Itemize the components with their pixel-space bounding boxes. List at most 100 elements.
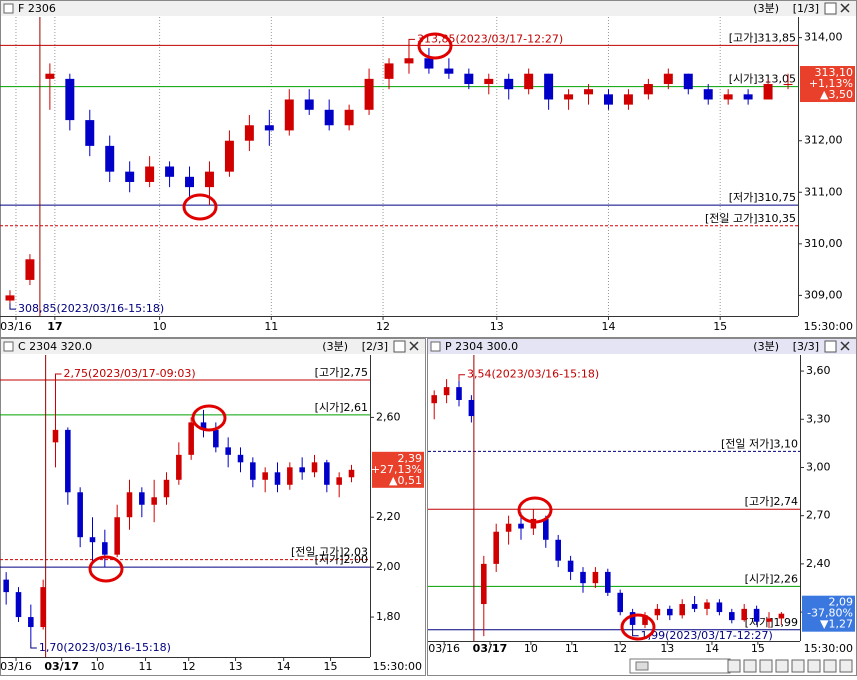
candle-body [364,78,374,110]
x-tick-label: 13 [490,320,504,333]
close-button[interactable] [840,3,850,13]
close-button[interactable] [840,341,850,351]
candle-body [139,492,145,505]
candle-body [642,615,648,625]
y-tick-label: 312,00 [804,134,843,147]
y-tick-label: 3,00 [806,460,831,473]
maximize-button[interactable] [824,2,837,15]
y-tick-label: 2,00 [376,560,401,573]
y-tick-label: 2,20 [376,510,401,523]
maximize-button[interactable] [824,340,837,353]
panel-title: P 2304 300.0 [445,340,518,353]
toolbar-button[interactable] [775,659,789,673]
candle-body [15,592,22,618]
candle-body [404,58,414,64]
chart-panel: F 2306 [1/3] (3분) 314,00 312,00 311,00 310,00 3… [0,0,857,338]
candle-body [741,608,747,621]
candle-body [716,602,723,613]
toolbar-button[interactable] [839,659,853,673]
candle-body [623,94,633,105]
toolbar-button[interactable] [759,659,773,673]
candle-body [424,58,434,69]
reference-label: [저가]1,99 [745,616,798,629]
x-tick-label: 12 [376,320,390,333]
panel-interval: (3분) [753,340,779,353]
candle-body [603,94,613,105]
candle-body [324,462,330,485]
candle-body [348,469,355,478]
candle-body [729,612,735,621]
annotation-pointer [30,642,37,649]
title-checkbox[interactable] [3,341,14,352]
highlight-circle [417,32,453,60]
candle-body [431,395,437,404]
close-button[interactable] [409,341,419,351]
panel-frame [0,338,426,676]
candle-body [224,140,234,172]
candle-body [484,78,494,85]
candle-body [743,94,753,100]
y-tick-label: 2,40 [806,557,831,570]
price-badge [800,66,855,103]
annotation-label: 1,99(2023/03/17-12:27) [641,629,773,642]
candle-body [344,109,354,126]
toolbar-button[interactable] [823,659,837,673]
reference-label: [전일 저가]3,10 [721,436,798,450]
x-tick-label: 15 [324,660,338,673]
x-tick-label: 03/16 [0,660,32,673]
panel-page: [2/3] [362,340,388,353]
panel-title: C 2304 320.0 [18,340,92,353]
candle-body [105,145,115,172]
toolbar-button[interactable] [727,659,741,673]
candle-body [40,587,46,628]
panel-interval: (3분) [753,2,779,15]
x-end-label: 15:30:00 [373,660,422,673]
candle-body [264,125,274,131]
candle-body [5,295,15,301]
x-tick-label: 13 [660,642,674,655]
annotation-label: 3,54(2023/03/16-15:18) [467,368,599,381]
annotation-pointer [632,629,639,637]
candle-body [580,571,586,584]
candle-body [336,477,342,485]
toolbar-button[interactable] [743,659,757,673]
candle-body [85,120,95,146]
panel-title: F 2306 [18,2,56,15]
price-badge-text: +27,13% [371,463,422,476]
reference-label: [시가]2,26 [745,572,798,585]
title-bar [1,339,425,354]
candle-body [299,467,305,473]
candle-body [284,99,294,131]
toolbar-button[interactable] [791,659,805,673]
scroll-toolbar [629,658,853,674]
candle-body [250,462,256,480]
candle-body [464,73,474,85]
candle-body [654,608,661,616]
price-badge-text: +1,13% [809,77,853,90]
title-checkbox[interactable] [3,3,14,14]
annotation-pointer [458,374,465,381]
candle-body [763,84,773,100]
reference-label: [저가]310,75 [729,191,796,204]
candle-body [704,602,710,609]
scroll-thumb[interactable] [635,661,649,671]
candle-body [493,531,499,564]
toolbar-button[interactable] [807,659,821,673]
candle-body [444,68,454,74]
candle-body [567,560,574,572]
candle-body [65,78,75,121]
candle-body [504,78,514,90]
candle-body [287,467,293,485]
title-checkbox[interactable] [430,341,441,352]
highlight-circle [191,404,227,432]
candle-body [643,84,653,95]
price-badge-text: 2,39 [398,452,423,465]
highlight-circle [620,613,656,641]
price-badge-text: 2,09 [829,596,854,609]
x-tick-label: 12 [613,642,627,655]
price-badge-text: ▼1,27 [820,618,853,631]
candle-body [753,608,760,622]
title-bar [428,339,856,354]
maximize-button[interactable] [393,340,406,353]
candle-body [543,518,549,540]
